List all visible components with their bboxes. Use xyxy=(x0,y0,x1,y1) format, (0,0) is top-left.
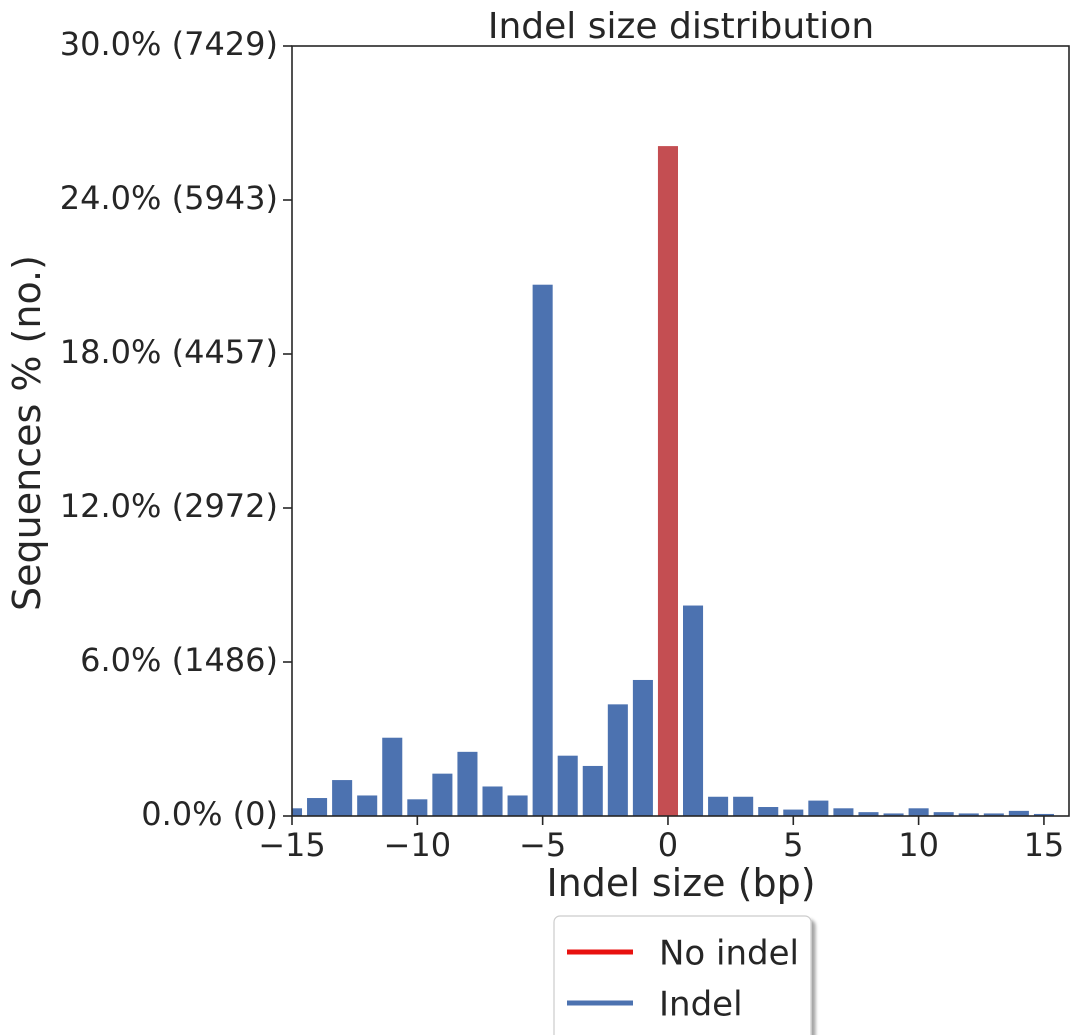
bar-indel-10 xyxy=(908,808,929,816)
bar-indel--12 xyxy=(357,795,378,816)
bars-group xyxy=(292,146,1054,816)
bar-indel-8 xyxy=(858,812,879,816)
bar-indel-13 xyxy=(983,813,1004,816)
x-tick-label: −15 xyxy=(258,826,326,864)
y-axis: 0.0% (0) 6.0% (1486) 12.0% (2972) 18.0% (44… xyxy=(60,25,292,833)
y-axis-title: Sequences % (no.) xyxy=(5,255,49,611)
bar-indel-3 xyxy=(733,796,754,816)
bar-no-indel-0 xyxy=(657,146,678,816)
bar-indel--1 xyxy=(632,679,653,816)
bar-indel-12 xyxy=(958,813,979,816)
bar-indel--15 xyxy=(292,808,303,816)
y-tick-label: 12.0% (2972) xyxy=(60,487,278,525)
bar-indel--2 xyxy=(607,704,628,816)
chart-title: Indel size distribution xyxy=(488,6,874,47)
bar-indel--3 xyxy=(582,765,603,816)
y-tick-label: 6.0% (1486) xyxy=(80,641,278,679)
y-tick-label: 0.0% (0) xyxy=(141,795,278,833)
bar-indel-1 xyxy=(683,605,704,816)
bar-indel--7 xyxy=(482,786,503,816)
plot-frame xyxy=(291,45,1070,817)
bar-indel-7 xyxy=(833,808,854,816)
x-tick-label: 10 xyxy=(898,826,939,864)
bar-indel-9 xyxy=(883,813,904,816)
bar-indel-5 xyxy=(783,809,804,816)
bar-indel-6 xyxy=(808,800,829,816)
bar-indel-4 xyxy=(758,807,779,816)
y-tick-label: 30.0% (7429) xyxy=(60,25,278,63)
y-tick-label: 24.0% (5943) xyxy=(60,179,278,217)
x-tick-label: 0 xyxy=(658,826,678,864)
x-tick-label: −5 xyxy=(519,826,566,864)
bar-indel-2 xyxy=(708,796,729,816)
x-axis-title: Indel size (bp) xyxy=(546,861,815,905)
bar-indel--6 xyxy=(507,795,528,816)
bar-indel-15 xyxy=(1033,813,1054,816)
bar-indel--10 xyxy=(407,799,428,816)
bar-indel--8 xyxy=(457,751,478,816)
bar-indel--11 xyxy=(382,737,403,816)
bar-indel--9 xyxy=(432,773,453,816)
x-axis: −15 −10 −5 0 5 10 15 xyxy=(258,816,1064,864)
x-tick-label: −10 xyxy=(384,826,452,864)
legend: No indel Indel xyxy=(553,915,812,1035)
legend-label-no-indel: No indel xyxy=(659,934,799,974)
bar-indel--13 xyxy=(332,780,353,816)
bar-indel--14 xyxy=(307,798,328,816)
bar-indel-11 xyxy=(933,812,954,816)
bar-indel-14 xyxy=(1008,810,1029,816)
x-tick-label: 5 xyxy=(783,826,803,864)
x-tick-label: 15 xyxy=(1024,826,1065,864)
legend-label-indel: Indel xyxy=(659,985,743,1025)
bar-indel--4 xyxy=(557,755,578,816)
bar-indel--5 xyxy=(532,284,553,816)
y-tick-label: 18.0% (4457) xyxy=(60,333,278,371)
